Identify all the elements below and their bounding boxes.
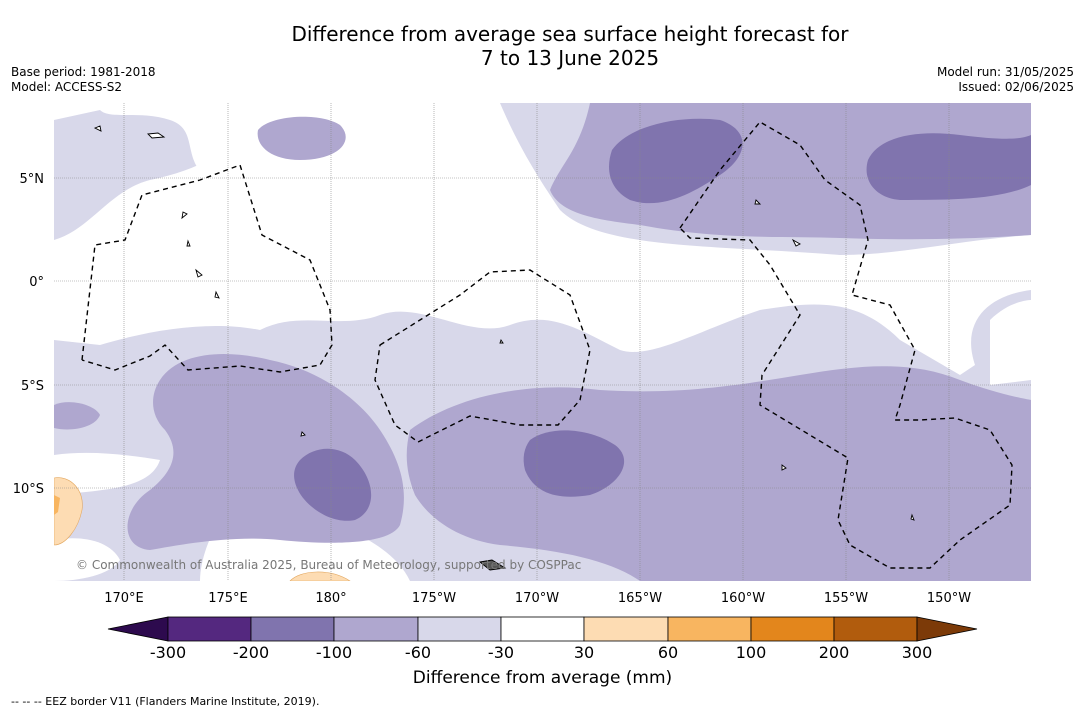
- colorbar-tick: 300: [902, 643, 933, 662]
- model-name: Model: ACCESS-S2: [11, 80, 123, 94]
- island-outlines: [93, 125, 915, 571]
- colorbar-tick-labels: -300 -200 -100 -60 -30 30 60 100 200 300: [150, 643, 932, 662]
- base-period: Base period: 1981-2018: [11, 65, 156, 79]
- lon-label: 170°W: [515, 591, 559, 606]
- strong-negative-regions: [294, 118, 1031, 521]
- colorbar-swatch: [250, 616, 335, 642]
- colorbar-tick: 100: [736, 643, 767, 662]
- lat-label: 10°S: [13, 482, 44, 497]
- issued-date: Issued: 02/06/2025: [958, 80, 1074, 94]
- colorbar-tick: -100: [316, 643, 352, 662]
- colorbar-swatch: [167, 616, 252, 642]
- colorbar-swatch: [500, 616, 585, 642]
- colorbar-swatch: [583, 616, 669, 642]
- colorbar-tick: -30: [488, 643, 514, 662]
- colorbar-tick: -60: [405, 643, 431, 662]
- colorbar-swatch: [833, 616, 918, 642]
- longitude-labels: 170°E 175°E 180° 175°W 170°W 165°W 160°W…: [104, 591, 971, 606]
- colorbar-tick: 200: [819, 643, 850, 662]
- lat-label: 5°S: [21, 379, 44, 394]
- lon-label: 155°W: [824, 591, 868, 606]
- positive-regions: [54, 477, 351, 581]
- colorbar-swatch: [417, 616, 502, 642]
- map-title: Difference from average sea surface heig…: [0, 22, 1085, 70]
- colorbar-tick: -300: [150, 643, 186, 662]
- meta-right: Model run: 31/05/2025 Issued: 02/06/2025: [937, 65, 1074, 95]
- colorbar-swatch: [333, 616, 419, 642]
- colorbar-title: Difference from average (mm): [412, 668, 673, 688]
- eez-borders: [81, 121, 1013, 569]
- copyright-notice: © Commonwealth of Australia 2025, Bureau…: [76, 558, 582, 572]
- lon-label: 180°: [315, 591, 346, 606]
- colorbar-tick: 30: [574, 643, 594, 662]
- lon-label: 150°W: [927, 591, 971, 606]
- title-line-2: 7 to 13 June 2025: [480, 46, 660, 70]
- colorbar-min-arrow: [107, 616, 169, 642]
- lon-label: 170°E: [104, 591, 144, 606]
- title-line-1: Difference from average sea surface heig…: [291, 22, 849, 46]
- lon-label: 165°W: [618, 591, 662, 606]
- latitude-labels: 5°N 0° 5°S 10°S: [13, 172, 44, 497]
- colorbar: [107, 616, 978, 642]
- colorbar-max-arrow: [916, 616, 978, 642]
- lat-label: 5°N: [20, 172, 45, 187]
- lon-label: 175°E: [208, 591, 248, 606]
- colorbar-tick: 60: [658, 643, 678, 662]
- meta-left: Base period: 1981-2018 Model: ACCESS-S2: [11, 65, 156, 95]
- lon-label: 160°W: [721, 591, 765, 606]
- colorbar-swatch: [667, 616, 752, 642]
- anomaly-field: [54, 103, 1031, 581]
- lat-label: 0°: [29, 275, 44, 290]
- lon-label: 175°W: [412, 591, 456, 606]
- colorbar-swatch: [750, 616, 835, 642]
- gridlines: [54, 103, 1031, 581]
- model-run-date: Model run: 31/05/2025: [936, 65, 1074, 79]
- eez-footnote: -- -- -- EEZ border V11 (Flanders Marine…: [11, 695, 320, 708]
- colorbar-tick: -200: [233, 643, 269, 662]
